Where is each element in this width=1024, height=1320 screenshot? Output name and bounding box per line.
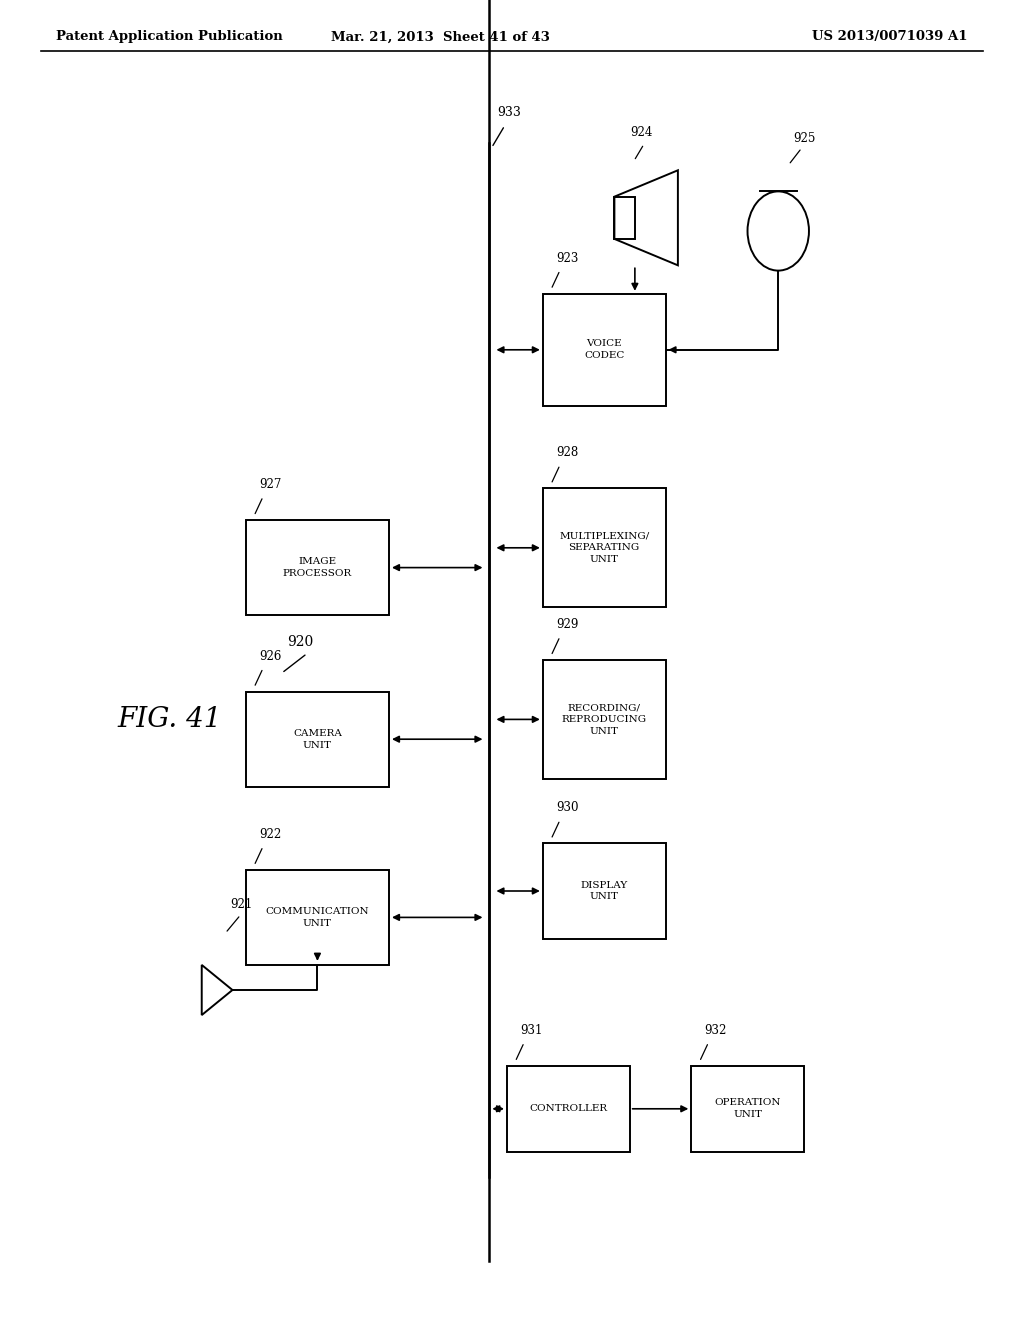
Text: 920: 920 [287, 635, 313, 649]
Text: 922: 922 [259, 828, 282, 841]
Bar [507, 1067, 630, 1151]
Text: 927: 927 [259, 478, 282, 491]
Bar [543, 660, 666, 779]
Text: 929: 929 [556, 618, 579, 631]
Text: 932: 932 [705, 1024, 727, 1038]
Text: 924: 924 [630, 125, 652, 139]
Text: CAMERA
UNIT: CAMERA UNIT [293, 729, 342, 750]
Text: IMAGE
PROCESSOR: IMAGE PROCESSOR [283, 557, 352, 578]
Text: 931: 931 [520, 1024, 543, 1038]
Bar [691, 1067, 804, 1151]
Bar [246, 520, 389, 615]
Bar [543, 843, 666, 939]
Text: VOICE
CODEC: VOICE CODEC [584, 339, 625, 360]
Text: CONTROLLER: CONTROLLER [529, 1105, 607, 1113]
Text: OPERATION
UNIT: OPERATION UNIT [715, 1098, 780, 1119]
Text: 926: 926 [259, 649, 282, 663]
Text: 930: 930 [556, 801, 579, 814]
Text: RECORDING/
REPRODUCING
UNIT: RECORDING/ REPRODUCING UNIT [561, 704, 647, 735]
Text: 933: 933 [498, 106, 521, 119]
Text: MULTIPLEXING/
SEPARATING
UNIT: MULTIPLEXING/ SEPARATING UNIT [559, 532, 649, 564]
Text: 921: 921 [230, 898, 253, 911]
Text: DISPLAY
UNIT: DISPLAY UNIT [581, 880, 628, 902]
Text: Mar. 21, 2013  Sheet 41 of 43: Mar. 21, 2013 Sheet 41 of 43 [331, 30, 550, 44]
Text: US 2013/0071039 A1: US 2013/0071039 A1 [812, 30, 968, 44]
Bar [614, 197, 635, 239]
Text: 928: 928 [556, 446, 579, 459]
Text: Patent Application Publication: Patent Application Publication [56, 30, 283, 44]
Text: FIG. 41: FIG. 41 [118, 706, 222, 733]
Bar [246, 692, 389, 787]
Bar [246, 870, 389, 965]
Bar [543, 294, 666, 407]
Text: 923: 923 [556, 252, 579, 264]
Text: COMMUNICATION
UNIT: COMMUNICATION UNIT [265, 907, 370, 928]
Text: 925: 925 [794, 132, 816, 145]
Bar [543, 488, 666, 607]
